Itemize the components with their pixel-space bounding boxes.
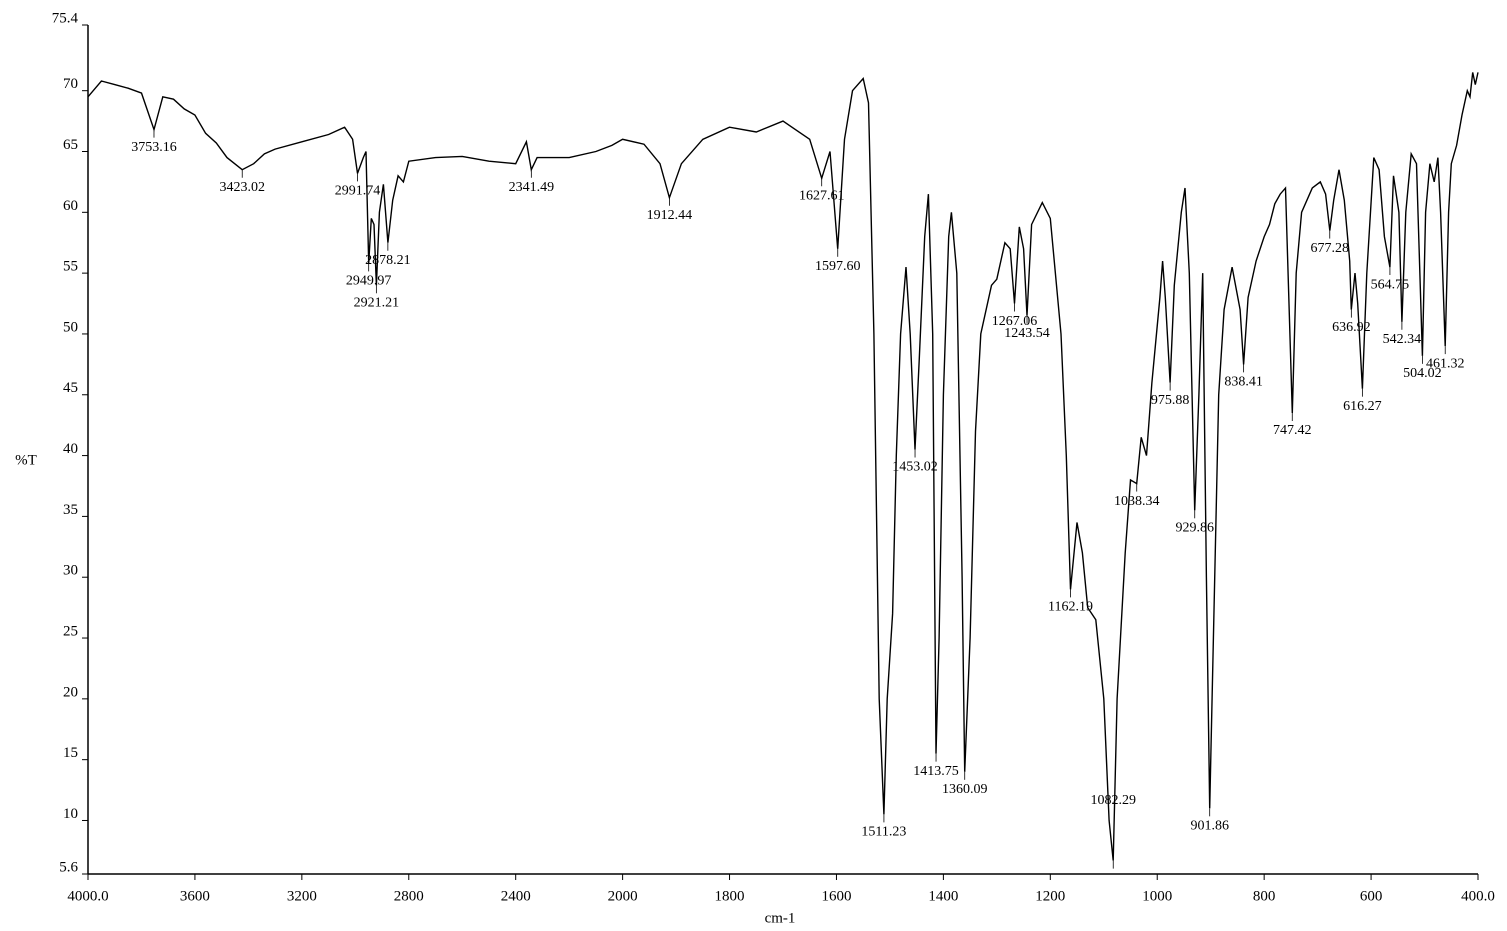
x-tick-label: 3200 xyxy=(287,888,317,904)
x-tick-label: 1400 xyxy=(928,888,958,904)
peak-label: 2949.97 xyxy=(346,274,392,289)
peak-label: 1413.75 xyxy=(913,764,959,779)
x-tick-label: 1200 xyxy=(1035,888,1065,904)
y-tick-label: 55 xyxy=(63,259,78,275)
x-tick-label: 600 xyxy=(1360,888,1383,904)
peak-label: 1038.34 xyxy=(1114,494,1160,509)
peak-label: 504.02 xyxy=(1403,366,1442,381)
y-tick-label: 45 xyxy=(63,380,78,396)
x-tick-label: 2000 xyxy=(608,888,638,904)
peak-label: 1453.02 xyxy=(892,460,938,475)
peak-label: 1912.44 xyxy=(647,208,693,223)
peak-label: 975.88 xyxy=(1151,393,1190,408)
peak-label: 564.75 xyxy=(1371,277,1410,292)
y-tick-label: 20 xyxy=(63,684,78,700)
peak-label: 1360.09 xyxy=(942,782,988,797)
peak-label: 616.27 xyxy=(1343,399,1382,414)
y-axis-label: %T xyxy=(15,452,37,468)
x-tick-label: 400.0 xyxy=(1461,888,1495,904)
peak-label: 2878.21 xyxy=(365,253,411,268)
y-tick-label: 10 xyxy=(63,806,78,822)
peak-label: 1243.54 xyxy=(1004,326,1050,341)
x-tick-label: 1600 xyxy=(821,888,851,904)
peak-label: 1511.23 xyxy=(861,825,906,840)
peak-label: 3423.02 xyxy=(219,180,265,195)
peak-label: 1082.29 xyxy=(1090,793,1136,808)
y-tick-label: 35 xyxy=(63,502,78,518)
peak-label: 677.28 xyxy=(1311,241,1350,256)
x-tick-label: 800 xyxy=(1253,888,1276,904)
y-tick-label: 75.4 xyxy=(52,10,79,26)
peak-label: 2341.49 xyxy=(509,180,555,195)
spectrum-line xyxy=(87,72,1479,861)
peak-label: 1597.60 xyxy=(815,259,861,274)
y-tick-label: 15 xyxy=(63,745,78,761)
y-tick-label: 30 xyxy=(63,563,78,579)
y-tick-label: 25 xyxy=(63,623,78,639)
peak-label: 542.34 xyxy=(1383,332,1422,347)
peak-label: 901.86 xyxy=(1190,819,1229,834)
y-tick-label: 65 xyxy=(63,137,78,153)
peak-label: 1162.19 xyxy=(1048,600,1093,615)
y-tick-label: 5.6 xyxy=(59,859,78,875)
peak-label: 3753.16 xyxy=(131,140,177,155)
peak-label: 2921.21 xyxy=(354,296,400,311)
peak-label: 1267.06 xyxy=(992,314,1038,329)
y-tick-label: 70 xyxy=(63,76,78,92)
x-tick-label: 2800 xyxy=(394,888,424,904)
peak-label: 1627.61 xyxy=(799,188,845,203)
peak-label: 747.42 xyxy=(1273,423,1312,438)
peak-label: 929.86 xyxy=(1175,521,1214,536)
x-tick-label: 4000.0 xyxy=(67,888,108,904)
x-tick-label: 1800 xyxy=(715,888,745,904)
x-tick-label: 1000 xyxy=(1142,888,1172,904)
x-tick-label: 3600 xyxy=(180,888,210,904)
peak-label: 838.41 xyxy=(1224,375,1263,390)
peak-label: 2991.74 xyxy=(335,184,381,199)
x-tick-label: 2400 xyxy=(501,888,531,904)
y-tick-label: 60 xyxy=(63,198,78,214)
y-tick-label: 40 xyxy=(63,441,78,457)
peak-label: 461.32 xyxy=(1426,356,1465,371)
x-axis-label: cm-1 xyxy=(765,910,796,926)
y-tick-label: 50 xyxy=(63,319,78,335)
peak-label: 636.92 xyxy=(1332,320,1371,335)
